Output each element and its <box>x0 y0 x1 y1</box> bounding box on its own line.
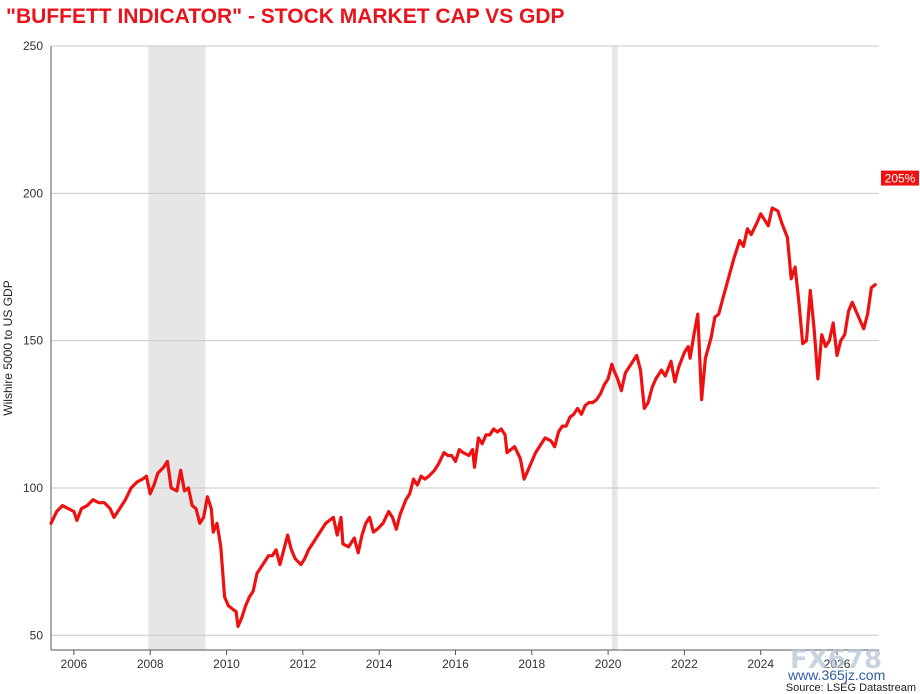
x-tick-label-2024: 2024 <box>747 657 774 671</box>
y-axis-label: Wilshire 5000 to US GDP <box>1 280 15 415</box>
recession-shading <box>148 46 618 650</box>
y-tick-label-50: 50 <box>30 628 44 642</box>
x-tick-label-2008: 2008 <box>137 657 164 671</box>
source-note: Source: LSEG Datastream <box>786 682 916 694</box>
y-tick-label-150: 150 <box>23 334 43 348</box>
y-tick-label-250: 250 <box>23 39 43 53</box>
y-tick-label-200: 200 <box>23 186 43 200</box>
x-tick-label-2020: 2020 <box>595 657 622 671</box>
x-tick-label-2018: 2018 <box>518 657 545 671</box>
last-value-text: 205% <box>885 172 916 186</box>
series-line-0 <box>49 206 877 628</box>
x-tick-label-2016: 2016 <box>442 657 469 671</box>
last-value-box <box>881 170 919 186</box>
series-layer <box>49 206 877 628</box>
chart-title: "BUFFETT INDICATOR" - STOCK MARKET CAP V… <box>6 5 565 28</box>
x-tick-label-2012: 2012 <box>289 657 316 671</box>
x-tick-label-2022: 2022 <box>671 657 698 671</box>
watermark-url: www.365jz.com <box>787 667 885 683</box>
x-tick-label-2006: 2006 <box>61 657 88 671</box>
x-axis-ticks: 2006 2008 2010 2012 2014 2016 2018 2020 2022 2024… <box>61 650 851 671</box>
gridlines <box>51 45 879 636</box>
last-value-label: 205% <box>881 170 919 186</box>
y-axis-ticks: 50 100 150 200 250 <box>23 39 43 642</box>
x-tick-label-2010: 2010 <box>213 657 240 671</box>
watermark-logo: FX678 <box>790 645 882 675</box>
recession-band-0 <box>148 46 206 650</box>
x-tick-label-2014: 2014 <box>366 657 393 671</box>
recession-band-1 <box>611 46 618 650</box>
y-tick-label-100: 100 <box>23 481 43 495</box>
x-tick-label-2026: 2026 <box>824 657 851 671</box>
